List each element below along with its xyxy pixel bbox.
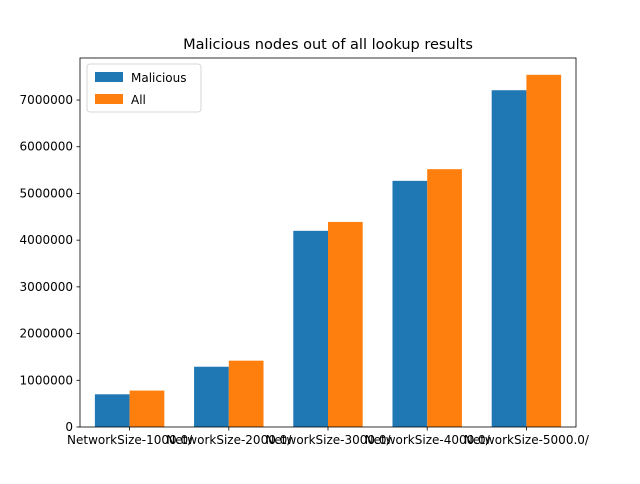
x-tick-label: NetworkSize-4000.0/ xyxy=(365,433,491,447)
bar-malicious-1 xyxy=(94,394,130,427)
legend-swatch-malicious xyxy=(95,72,123,82)
x-tick-label: NetworkSize-1000.0/ xyxy=(67,433,193,447)
bar-all-1 xyxy=(129,390,165,427)
bar-malicious-5 xyxy=(491,90,527,427)
bar-all-3 xyxy=(328,221,363,427)
bar-malicious-3 xyxy=(293,230,328,427)
y-tick-label: 2000000 xyxy=(20,327,73,341)
bar-malicious-2 xyxy=(194,366,229,427)
y-tick-label: 0 xyxy=(65,420,73,434)
legend-swatch-all xyxy=(95,94,123,104)
legend-label-all: All xyxy=(131,93,146,107)
chart-title: Malicious nodes out of all lookup result… xyxy=(183,37,473,53)
bar-malicious-4 xyxy=(392,180,428,427)
y-tick-label: 1000000 xyxy=(20,373,73,387)
bar-all-4 xyxy=(427,169,462,428)
x-tick-label: NetworkSize-5000.0/ xyxy=(464,433,590,447)
y-tick-label: 7000000 xyxy=(20,93,73,107)
bar-all-5 xyxy=(526,74,562,427)
y-tick-label: 5000000 xyxy=(20,186,73,200)
x-tick-label: NetworkSize-3000.0/ xyxy=(265,433,391,447)
y-tick-label: 4000000 xyxy=(20,233,73,247)
plot-area: 0 1000000 2000000 3000000 4000000 5000000 6000… xyxy=(20,57,590,447)
bar-all-2 xyxy=(228,360,264,427)
y-tick-label: 6000000 xyxy=(20,140,73,154)
y-tick-label: 3000000 xyxy=(20,280,73,294)
x-tick-label: NetworkSize-2000.0/ xyxy=(166,433,292,447)
legend-label-malicious: Malicious xyxy=(131,71,187,85)
